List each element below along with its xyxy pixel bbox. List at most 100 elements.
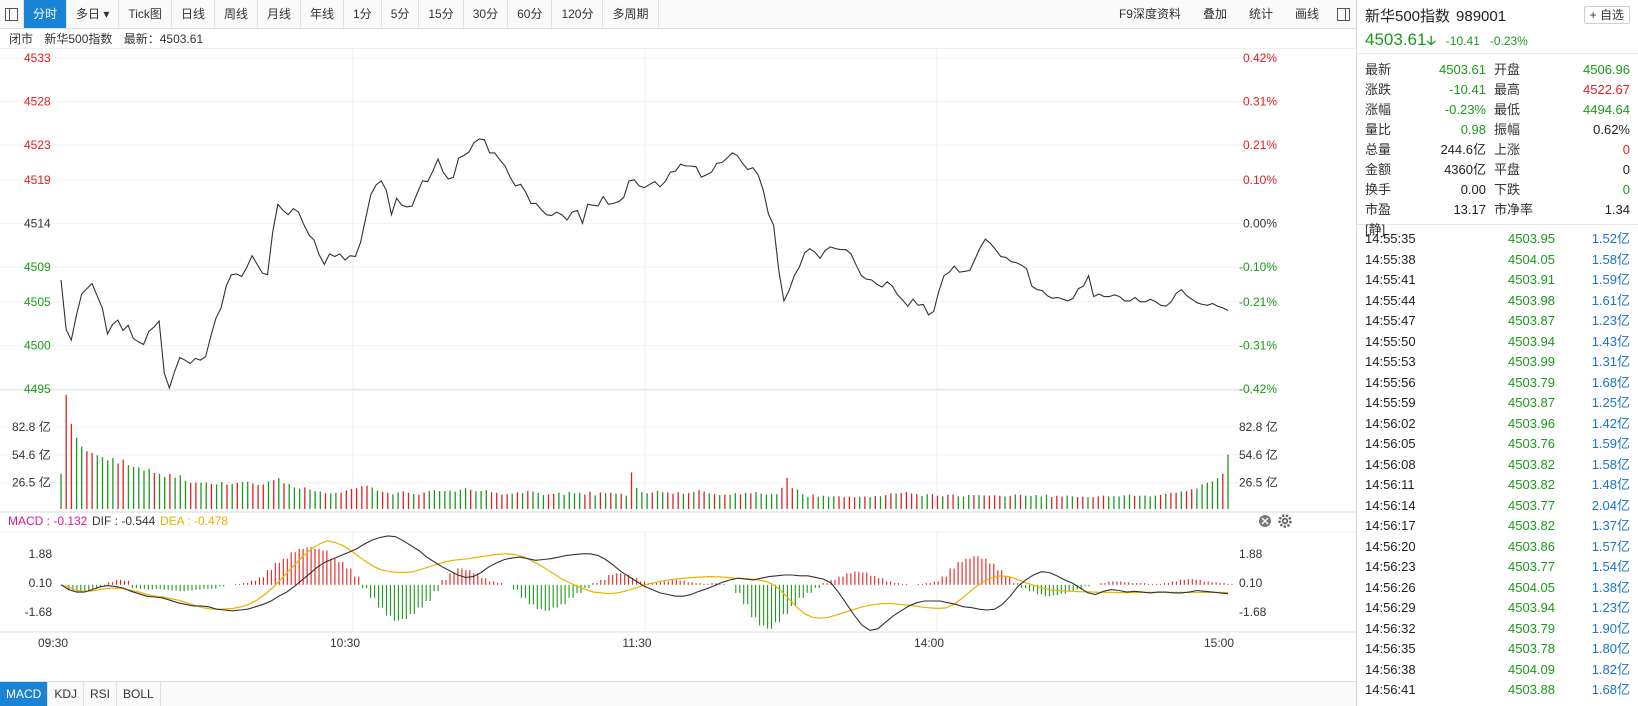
- tick-price: 4503.78: [1508, 641, 1555, 656]
- tick-volume: 1.23亿: [1591, 600, 1630, 615]
- tick-row: 14:56:23 4503.77 1.54亿: [1365, 557, 1630, 578]
- quote-row: 涨幅 -0.23% 最低 4494.64: [1365, 100, 1630, 120]
- tick-row: 14:56:05 4503.76 1.59亿: [1365, 434, 1630, 455]
- tick-row: 14:56:38 4504.09 1.82亿: [1365, 660, 1630, 681]
- macd-axis-label-right: -1.68: [1239, 605, 1267, 619]
- tick-price: 4504.05: [1508, 579, 1555, 595]
- tick-row: 14:56:41 4503.88 1.68亿: [1365, 680, 1630, 701]
- period-tab[interactable]: 月线: [258, 0, 301, 28]
- security-code: 989001: [1456, 8, 1507, 25]
- price-axis-label: 4528: [24, 95, 51, 109]
- quote-value: 4360亿: [1444, 162, 1486, 177]
- tick-time: 14:55:53: [1365, 354, 1416, 369]
- tick-row: 14:55:41 4503.91 1.59亿: [1365, 270, 1630, 291]
- quote-row: 最新 4503.61 开盘 4506.96: [1365, 60, 1630, 80]
- period-tab[interactable]: 日线: [172, 0, 215, 28]
- quote-label: 开盘: [1494, 62, 1521, 77]
- quote-label: 金额: [1365, 162, 1392, 177]
- quote-value: 4494.64: [1583, 102, 1630, 117]
- price-axis-label: 4505: [24, 295, 51, 309]
- tick-price: 4503.87: [1508, 313, 1555, 328]
- tick-time: 14:56:17: [1365, 518, 1416, 533]
- tick-price: 4503.77: [1508, 497, 1555, 513]
- indicator-tab[interactable]: KDJ: [48, 682, 85, 706]
- dea-line: [60, 540, 1229, 619]
- volume-axis-label: 26.5 亿: [12, 475, 51, 490]
- period-tab[interactable]: 分时: [24, 0, 68, 28]
- intraday-chart[interactable]: 4533 0.42% 4528 0.31% 4523 0.21% 4519 0.10% 4514…: [0, 49, 1356, 681]
- add-watchlist-button[interactable]: + 自选: [1583, 6, 1630, 24]
- period-tab[interactable]: 5分: [382, 0, 420, 28]
- volume-axis-label-right: 54.6 亿: [1239, 447, 1278, 462]
- toggle-right-panel-icon[interactable]: [1330, 0, 1356, 28]
- tick-volume: 1.37亿: [1591, 518, 1630, 533]
- tick-row: 14:55:38 4504.05 1.58亿: [1365, 250, 1630, 271]
- pct-axis-label: -0.42%: [1239, 382, 1277, 396]
- gear-teeth: [1278, 514, 1292, 528]
- close-indicator-icon[interactable]: [1259, 515, 1271, 527]
- volume-axis-label-right: 26.5 亿: [1239, 475, 1278, 490]
- quote-value: 0: [1622, 182, 1630, 197]
- quote-row: 总量 244.6亿 上涨 0: [1365, 140, 1630, 160]
- quote-row: 量比 0.98 振幅 0.62%: [1365, 120, 1630, 140]
- period-tab[interactable]: 周线: [215, 0, 258, 28]
- price-line: [60, 138, 1229, 390]
- pct-axis-label: -0.10%: [1239, 260, 1277, 274]
- tick-volume: 1.54亿: [1591, 559, 1630, 574]
- period-tab[interactable]: 年线: [301, 0, 344, 28]
- period-tab[interactable]: 60分: [508, 0, 553, 28]
- settings-gear-icon[interactable]: [1278, 514, 1292, 528]
- security-title: 新华500指数 989001: [1365, 5, 1630, 26]
- tick-time: 14:55:56: [1365, 374, 1416, 390]
- tick-price: 4503.82: [1508, 456, 1555, 472]
- period-tab[interactable]: 1分: [344, 0, 382, 28]
- tick-time: 14:56:20: [1365, 538, 1416, 554]
- toggle-left-panel-icon[interactable]: [0, 0, 24, 28]
- tick-row: 14:56:14 4503.77 2.04亿: [1365, 496, 1630, 517]
- volume-axis-label: 54.6 亿: [12, 447, 51, 462]
- quote-value: -10.41: [1449, 82, 1486, 97]
- tick-row: 14:55:56 4503.79 1.68亿: [1365, 373, 1630, 394]
- tick-price: 4503.87: [1508, 395, 1555, 410]
- indicator-tab[interactable]: MACD: [0, 682, 49, 706]
- tick-price: 4503.95: [1508, 231, 1555, 246]
- current-price: 4503.61: [1365, 30, 1427, 49]
- tick-row: 14:55:53 4503.99 1.31亿: [1365, 352, 1630, 373]
- tick-volume: 1.42亿: [1591, 415, 1630, 431]
- quote-label: 平盘: [1494, 162, 1521, 177]
- toolbar-action[interactable]: 叠加: [1202, 7, 1227, 21]
- tick-price: 4504.05: [1508, 251, 1555, 267]
- tick-price: 4503.86: [1508, 538, 1555, 554]
- pct-axis-label: 0.00%: [1243, 216, 1277, 230]
- macd-axis-label: 1.88: [29, 547, 53, 561]
- tick-row: 14:56:29 4503.94 1.23亿: [1365, 598, 1630, 619]
- chart-svg[interactable]: 4533 0.42% 4528 0.31% 4523 0.21% 4519 0.10% 4514…: [0, 49, 1356, 681]
- quote-label: 上涨: [1494, 142, 1521, 157]
- period-tab[interactable]: 15分: [419, 0, 464, 28]
- price-change: -10.41: [1445, 34, 1480, 48]
- period-tab[interactable]: 多日 ▾: [67, 0, 120, 28]
- tick-volume: 1.31亿: [1591, 354, 1630, 369]
- tick-row: 14:55:47 4503.87 1.23亿: [1365, 311, 1630, 332]
- tick-volume: 1.58亿: [1591, 251, 1630, 267]
- period-tab[interactable]: Tick图: [119, 0, 172, 28]
- toolbar-action[interactable]: F9深度资料: [1118, 7, 1181, 21]
- toolbar-action[interactable]: 统计: [1248, 7, 1273, 21]
- price-change-pct: -0.23%: [1489, 34, 1528, 48]
- indicator-tab[interactable]: RSI: [84, 682, 118, 706]
- quote-value: 4506.96: [1583, 62, 1630, 77]
- toolbar-action[interactable]: 画线: [1294, 7, 1319, 21]
- tick-price: 4503.99: [1508, 354, 1555, 369]
- down-arrow-icon: 🡣: [1426, 33, 1436, 48]
- indicator-tab[interactable]: BOLL: [117, 682, 161, 706]
- tick-list[interactable]: 14:55:35 4503.95 1.52亿 14:55:38 4504.05 1.58亿…: [1357, 225, 1638, 701]
- tick-time: 14:56:26: [1365, 579, 1416, 595]
- period-tab[interactable]: 120分: [552, 0, 604, 28]
- quote-label: 下跌: [1494, 182, 1521, 197]
- tick-price: 4503.79: [1508, 374, 1555, 390]
- status-line: 闭市 新华500指数 最新：4503.61: [0, 29, 1356, 49]
- tick-time: 14:55:47: [1365, 313, 1416, 328]
- period-tab[interactable]: 30分: [464, 0, 509, 28]
- period-tab[interactable]: 多周期: [603, 0, 659, 28]
- quote-label: 市净率: [1494, 202, 1534, 217]
